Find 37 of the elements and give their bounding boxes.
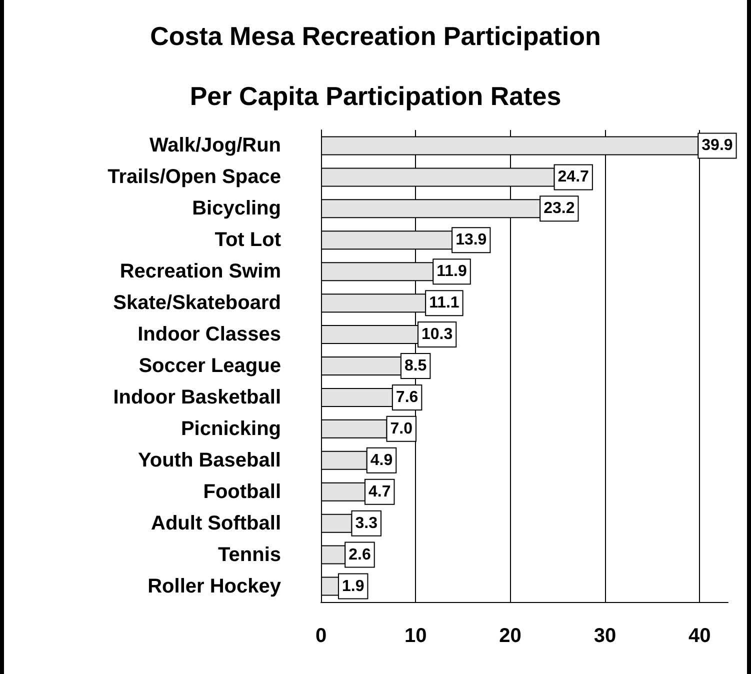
data-label: 39.9 [702,137,733,154]
y-tick-label: Youth Baseball [138,449,281,472]
data-label: 4.9 [370,452,393,469]
x-tick-label: 20 [499,625,522,647]
y-tick-label: Soccer League [138,355,281,377]
data-label: 1.9 [342,578,364,595]
data-label: 4.7 [368,483,391,500]
y-tick-label: Roller Hockey [148,575,282,598]
y-tick-label: Indoor Basketball [113,386,281,408]
data-label: 13.9 [456,232,487,249]
x-tick-label: 30 [594,625,616,647]
chart-title: Costa Mesa Recreation Participation [150,21,601,51]
y-tick-label: Picnicking [180,418,281,440]
y-tick-label: Tennis [218,544,281,566]
x-tick-label: 0 [315,625,327,647]
y-tick-label: Adult Softball [151,512,281,534]
x-tick-label: 40 [688,625,711,647]
data-label: 11.9 [436,263,467,280]
data-label: 7.6 [396,388,418,406]
y-tick-label: Recreation Swim [120,260,281,283]
data-label: 24.7 [558,168,590,186]
x-tick-label: 10 [404,625,427,647]
data-label: 23.2 [544,200,575,218]
y-tick-label: Skate/Skateboard [113,292,281,314]
y-tick-label: Trails/Open Space [108,166,281,188]
y-tick-label: Football [203,480,281,503]
y-tick-label: Indoor Classes [138,324,281,346]
chart-subtitle: Per Capita Participation Rates [190,81,562,111]
data-label: 8.5 [404,358,427,374]
y-tick-label: Bicycling [192,198,281,220]
data-label: 2.6 [348,546,371,564]
y-tick-label: Tot Lot [214,229,282,252]
data-label: 3.3 [355,514,378,532]
y-tick-label: Walk/Jog/Run [150,134,281,157]
data-label: 10.3 [421,326,453,344]
data-label: 11.1 [429,294,460,312]
data-label: 7.0 [390,420,413,438]
